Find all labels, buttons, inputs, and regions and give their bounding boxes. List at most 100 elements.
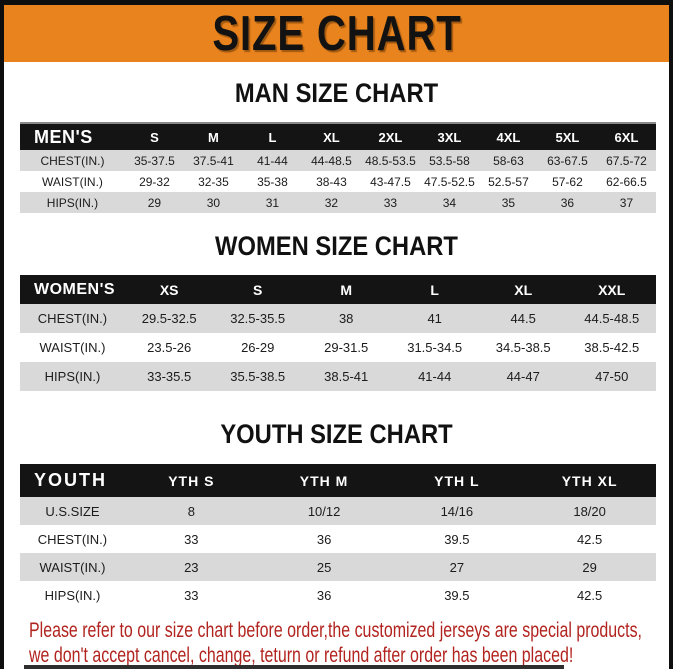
measurement-value: 35-37.5 xyxy=(124,150,184,171)
youth-table-wrapper: YOUTH YTH S YTH M YTH L YTH XL U.S.SIZE 8 10/12… xyxy=(4,464,669,609)
measurement-value: 25 xyxy=(257,553,391,581)
measurement-value: 32 xyxy=(301,192,361,213)
measurement-value: 30 xyxy=(183,192,243,213)
measurement-label: CHEST(IN.) xyxy=(20,525,125,553)
order-notice: Please refer to our size chart before or… xyxy=(4,618,669,668)
size-column-header: YTH L xyxy=(390,464,524,497)
size-column-header: S xyxy=(213,275,302,304)
measurement-value: 31.5-34.5 xyxy=(390,333,479,362)
size-column-header: 4XL xyxy=(478,123,538,150)
women-section-heading: WOMEN SIZE CHART xyxy=(215,231,458,261)
measurement-value: 57-62 xyxy=(537,171,597,192)
youth-size-table: YOUTH YTH S YTH M YTH L YTH XL U.S.SIZE 8 10/12… xyxy=(20,464,656,609)
table-header-row: MEN'S S M L XL 2XL 3XL 4XL 5XL 6XL xyxy=(20,123,656,150)
measurement-value: 33-35.5 xyxy=(124,362,214,391)
measurement-value: 48.5-53.5 xyxy=(360,150,420,171)
women-table-wrapper: WOMEN'S XS S M L XL XXL CHEST(IN.) 29.5-32.5 32.5… xyxy=(4,275,669,391)
measurement-value: 53.5-58 xyxy=(419,150,479,171)
measurement-value: 41-44 xyxy=(390,362,479,391)
table-group-label: WOMEN'S xyxy=(20,275,125,304)
measurement-value: 38.5-41 xyxy=(301,362,391,391)
measurement-value: 29-32 xyxy=(124,171,184,192)
measurement-value: 10/12 xyxy=(257,497,391,525)
measurement-value: 39.5 xyxy=(390,525,524,553)
size-column-header: 5XL xyxy=(537,123,597,150)
table-row: CHEST(IN.) 29.5-32.5 32.5-35.5 38 41 44.5 44.5… xyxy=(20,304,656,333)
measurement-label: WAIST(IN.) xyxy=(20,333,125,362)
table-header-row: YOUTH YTH S YTH M YTH L YTH XL xyxy=(20,464,656,497)
size-column-header: YTH S xyxy=(124,464,258,497)
size-column-header: L xyxy=(390,275,479,304)
measurement-value: 29 xyxy=(124,192,184,213)
measurement-value: 34 xyxy=(419,192,479,213)
size-column-header: XXL xyxy=(567,275,656,304)
measurement-label: HIPS(IN.) xyxy=(20,192,125,213)
measurement-value: 35-38 xyxy=(242,171,302,192)
measurement-value: 38.5-42.5 xyxy=(567,333,656,362)
measurement-value: 37 xyxy=(596,192,656,213)
measurement-value: 44.5 xyxy=(478,304,568,333)
table-row: CHEST(IN.) 33 36 39.5 42.5 xyxy=(20,525,656,553)
measurement-value: 29 xyxy=(523,553,656,581)
measurement-value: 36 xyxy=(257,525,391,553)
measurement-value: 41 xyxy=(390,304,479,333)
table-row: HIPS(IN.) 33-35.5 35.5-38.5 38.5-41 41-44 44-… xyxy=(20,362,656,391)
measurement-value: 38-43 xyxy=(301,171,361,192)
table-header-row: WOMEN'S XS S M L XL XXL xyxy=(20,275,656,304)
table-group-label: MEN'S xyxy=(20,123,125,150)
size-column-header: YTH M xyxy=(257,464,391,497)
measurement-value: 34.5-38.5 xyxy=(478,333,568,362)
measurement-value: 33 xyxy=(124,581,258,609)
table-row: U.S.SIZE 8 10/12 14/16 18/20 xyxy=(20,497,656,525)
measurement-value: 37.5-41 xyxy=(183,150,243,171)
size-column-header: XS xyxy=(124,275,214,304)
measurement-value: 38 xyxy=(301,304,391,333)
measurement-value: 18/20 xyxy=(523,497,656,525)
table-row: WAIST(IN.) 23 25 27 29 xyxy=(20,553,656,581)
banner: SIZE CHART xyxy=(4,5,669,62)
measurement-value: 14/16 xyxy=(390,497,524,525)
size-column-header: YTH XL xyxy=(523,464,656,497)
measurement-value: 58-63 xyxy=(478,150,538,171)
measurement-value: 32.5-35.5 xyxy=(213,304,302,333)
measurement-value: 31 xyxy=(242,192,302,213)
measurement-value: 26-29 xyxy=(213,333,302,362)
notice-line-2: we don't accept cancel, change, teturn o… xyxy=(29,644,574,667)
measurement-value: 42.5 xyxy=(523,581,656,609)
measurement-value: 23 xyxy=(124,553,258,581)
measurement-label: CHEST(IN.) xyxy=(20,304,125,333)
measurement-value: 23.5-26 xyxy=(124,333,214,362)
size-column-header: L xyxy=(242,123,302,150)
measurement-value: 47-50 xyxy=(567,362,656,391)
measurement-value: 39.5 xyxy=(390,581,524,609)
measurement-value: 43-47.5 xyxy=(360,171,420,192)
men-section-heading: MAN SIZE CHART xyxy=(234,78,439,108)
measurement-label: U.S.SIZE xyxy=(20,497,125,525)
size-column-header: S xyxy=(124,123,184,150)
measurement-value: 44-47 xyxy=(478,362,568,391)
women-size-table: WOMEN'S XS S M L XL XXL CHEST(IN.) 29.5-32.5 32.5… xyxy=(20,275,656,391)
measurement-label: WAIST(IN.) xyxy=(20,171,125,192)
measurement-label: WAIST(IN.) xyxy=(20,553,125,581)
table-group-label: YOUTH xyxy=(20,464,125,497)
measurement-value: 47.5-52.5 xyxy=(419,171,479,192)
size-column-header: 2XL xyxy=(360,123,420,150)
size-column-header: 6XL xyxy=(596,123,656,150)
measurement-value: 44.5-48.5 xyxy=(567,304,656,333)
measurement-label: CHEST(IN.) xyxy=(20,150,125,171)
table-row: WAIST(IN.) 29-32 32-35 35-38 38-43 43-47.5 47.… xyxy=(20,171,656,192)
measurement-value: 36 xyxy=(257,581,391,609)
measurement-value: 36 xyxy=(537,192,597,213)
measurement-value: 35.5-38.5 xyxy=(213,362,302,391)
measurement-value: 29.5-32.5 xyxy=(124,304,214,333)
table-row: CHEST(IN.) 35-37.5 37.5-41 41-44 44-48.5 48.5… xyxy=(20,150,656,171)
measurement-value: 33 xyxy=(360,192,420,213)
bottom-bar xyxy=(24,665,564,669)
measurement-value: 27 xyxy=(390,553,524,581)
measurement-value: 41-44 xyxy=(242,150,302,171)
measurement-label: HIPS(IN.) xyxy=(20,362,125,391)
measurement-value: 67.5-72 xyxy=(596,150,656,171)
men-size-table: MEN'S S M L XL 2XL 3XL 4XL 5XL 6XL CHEST(IN.) 35-37… xyxy=(20,122,656,213)
measurement-label: HIPS(IN.) xyxy=(20,581,125,609)
